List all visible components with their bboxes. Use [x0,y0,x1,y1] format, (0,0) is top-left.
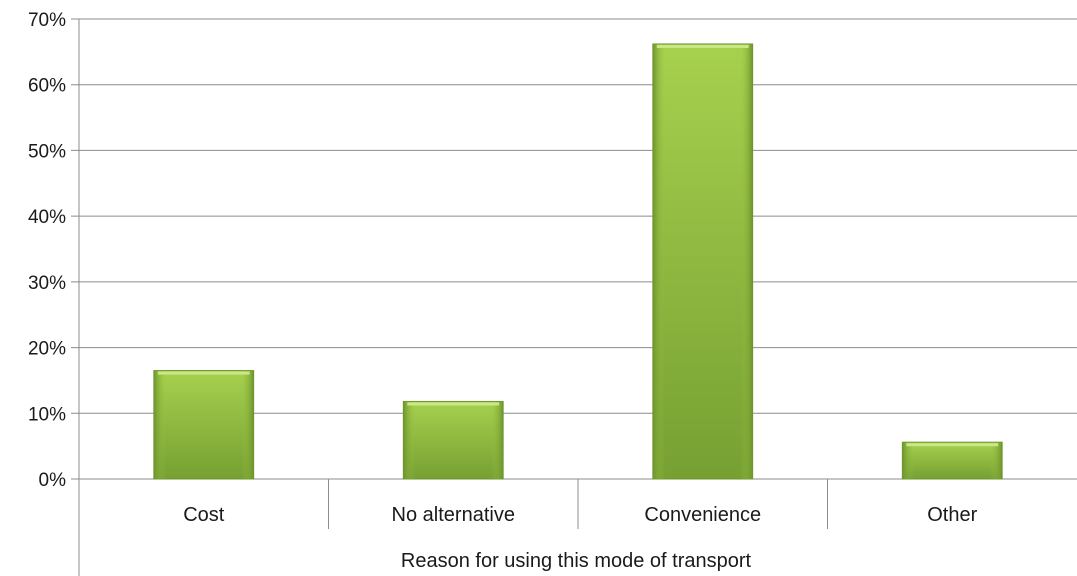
bar-cost-highlight [157,371,250,375]
bar-cost [153,370,255,480]
y-tick-label: 40% [28,207,66,228]
labels: 0% 10% 20% 30% 40% 50% 60% 70% Cost No alternativ… [28,10,978,526]
y-tick-label: 70% [28,10,66,31]
y-tick-label: 60% [28,76,66,97]
y-tick-label: 30% [28,273,66,294]
x-category-label: No alternative [392,504,515,526]
y-tick-label: 20% [28,339,66,360]
bars [153,43,1003,480]
x-category-label: Convenience [644,504,761,526]
x-category-label: Other [927,504,977,526]
bar-no-alternative-highlight [407,402,500,406]
bar-cost-shade [153,370,254,479]
bar-convenience-shade [652,43,753,479]
bar-other-shade [902,442,1003,479]
bar-convenience [652,43,754,480]
y-tick-label: 10% [28,404,66,425]
y-tick-label: 0% [39,470,67,491]
bar-other-highlight [906,443,999,447]
bar-other [901,441,1003,480]
x-axis-title: Reason for using this mode of transport [401,550,752,572]
x-category-label: Cost [183,504,225,526]
bar-no-alternative [402,400,504,480]
bar-no-alternative-shade [403,401,504,479]
axes [78,19,828,576]
y-tick-label: 50% [28,141,66,162]
bar-convenience-highlight [656,44,749,48]
